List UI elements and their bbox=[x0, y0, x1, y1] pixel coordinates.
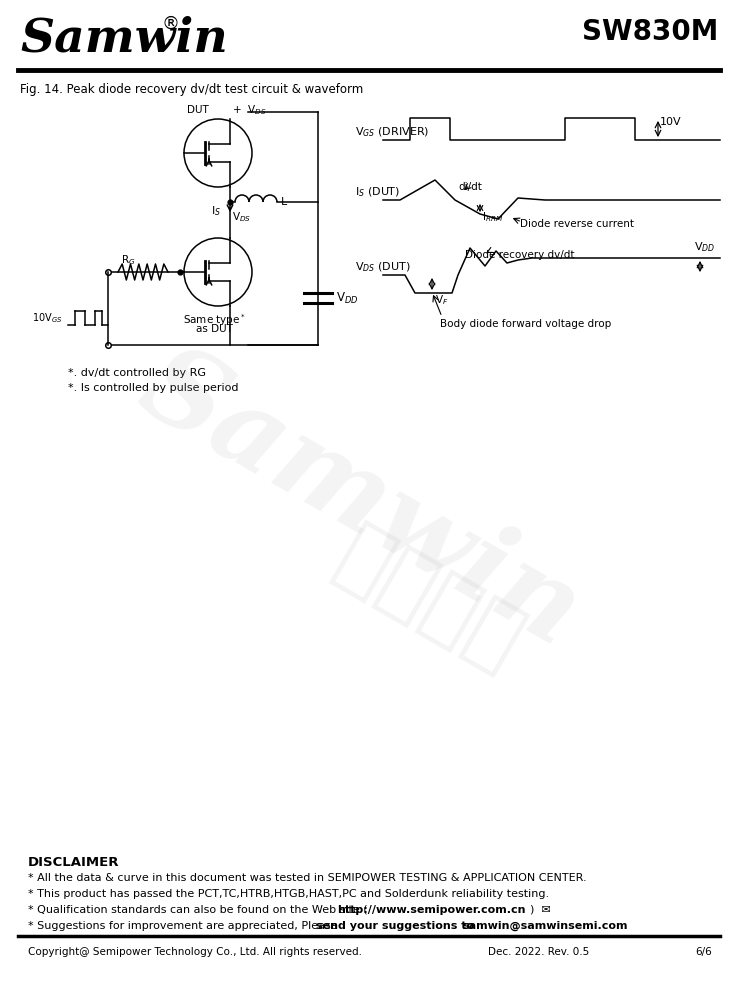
Text: ®: ® bbox=[162, 15, 180, 33]
Text: V$_{DD}$: V$_{DD}$ bbox=[336, 290, 359, 306]
Text: samwin@samwinsemi.com: samwin@samwinsemi.com bbox=[462, 921, 627, 931]
Text: *. dv/dt controlled by RG: *. dv/dt controlled by RG bbox=[68, 368, 206, 378]
Text: * Suggestions for improvement are appreciated, Please: * Suggestions for improvement are apprec… bbox=[28, 921, 341, 931]
Text: Body diode forward voltage drop: Body diode forward voltage drop bbox=[440, 319, 611, 329]
Text: V$_{DS}$ (DUT): V$_{DS}$ (DUT) bbox=[355, 260, 410, 274]
Text: Fig. 14. Peak diode recovery dv/dt test circuit & waveform: Fig. 14. Peak diode recovery dv/dt test … bbox=[20, 83, 363, 96]
Text: V$_{DD}$: V$_{DD}$ bbox=[694, 240, 715, 254]
Text: 10V: 10V bbox=[660, 117, 682, 127]
Text: send your suggestions to: send your suggestions to bbox=[316, 921, 478, 931]
Text: V$_F$: V$_F$ bbox=[435, 293, 449, 307]
Text: * All the data & curve in this document was tested in SEMIPOWER TESTING & APPLIC: * All the data & curve in this document … bbox=[28, 873, 587, 883]
Text: Copyright@ Semipower Technology Co., Ltd. All rights reserved.: Copyright@ Semipower Technology Co., Ltd… bbox=[28, 947, 362, 957]
Text: Samwin: Samwin bbox=[20, 15, 228, 61]
Text: I$_S$: I$_S$ bbox=[211, 204, 221, 218]
Text: Diode reverse current: Diode reverse current bbox=[520, 219, 634, 229]
Text: 内部保密: 内部保密 bbox=[323, 515, 537, 685]
Text: L: L bbox=[281, 197, 287, 207]
Text: V$_{GS}$ (DRIVER): V$_{GS}$ (DRIVER) bbox=[355, 125, 430, 139]
Text: as DUT: as DUT bbox=[196, 324, 232, 334]
Text: http://www.semipower.com.cn: http://www.semipower.com.cn bbox=[337, 905, 525, 915]
Text: V$_{DS}$: V$_{DS}$ bbox=[232, 210, 251, 224]
Text: * This product has passed the PCT,TC,HTRB,HTGB,HAST,PC and Solderdunk reliabilit: * This product has passed the PCT,TC,HTR… bbox=[28, 889, 549, 899]
Text: Samwin: Samwin bbox=[122, 331, 599, 669]
Text: I$_{RRM}$: I$_{RRM}$ bbox=[482, 210, 503, 224]
Text: I$_S$ (DUT): I$_S$ (DUT) bbox=[355, 185, 400, 199]
Text: DUT: DUT bbox=[187, 105, 209, 115]
Text: 6/6: 6/6 bbox=[695, 947, 712, 957]
Text: SW830M: SW830M bbox=[582, 18, 718, 46]
Text: Diode recovery dv/dt: Diode recovery dv/dt bbox=[465, 250, 574, 260]
Text: *. Is controlled by pulse period: *. Is controlled by pulse period bbox=[68, 383, 238, 393]
Text: +  V$_{DS}$: + V$_{DS}$ bbox=[232, 103, 266, 117]
Text: di/dt: di/dt bbox=[458, 182, 482, 192]
Text: * Qualification standards can also be found on the Web site (: * Qualification standards can also be fo… bbox=[28, 905, 368, 915]
Text: R$_G$: R$_G$ bbox=[121, 253, 135, 267]
Text: 10V$_{GS}$: 10V$_{GS}$ bbox=[32, 311, 63, 325]
Text: )  ✉: ) ✉ bbox=[530, 905, 551, 915]
Text: Same type$^*$: Same type$^*$ bbox=[182, 312, 246, 328]
Text: DISCLAIMER: DISCLAIMER bbox=[28, 856, 120, 869]
Text: Dec. 2022. Rev. 0.5: Dec. 2022. Rev. 0.5 bbox=[488, 947, 589, 957]
